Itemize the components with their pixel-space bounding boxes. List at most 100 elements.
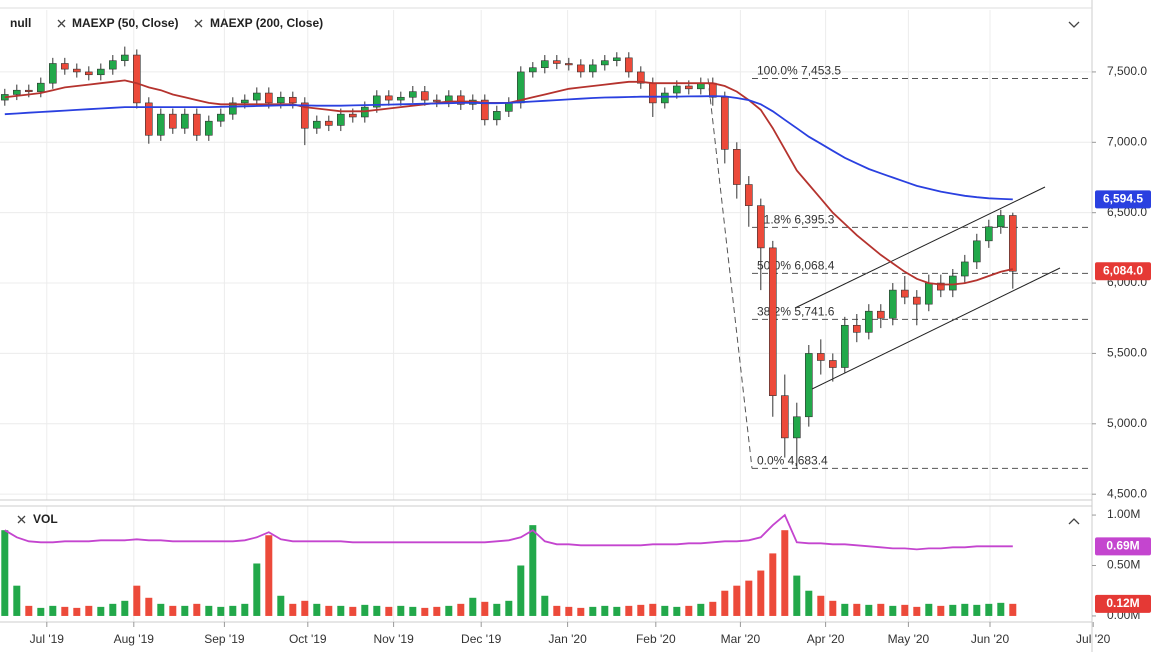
- volume-bar: [253, 563, 261, 616]
- volume-bar: [433, 606, 441, 616]
- close-icon[interactable]: [17, 515, 26, 524]
- y-tick-label: 7,500.0: [1107, 64, 1147, 78]
- volume-bar: [937, 605, 945, 616]
- candle-body: [241, 99, 249, 104]
- volume-bar: [469, 597, 477, 616]
- volume-bar: [841, 603, 849, 616]
- volume-bar: [781, 530, 789, 616]
- volume-bar: [505, 600, 513, 616]
- x-tick-label: May '20: [888, 632, 930, 646]
- volume-bar: [73, 607, 81, 616]
- volume-bar: [553, 605, 561, 616]
- candle-body: [840, 324, 849, 368]
- volume-bar: [133, 585, 141, 616]
- candle-body: [780, 395, 789, 439]
- volume-bar: [193, 603, 201, 616]
- candle-body: [960, 261, 969, 277]
- volume-bar: [709, 601, 717, 616]
- volume-bar: [565, 606, 573, 616]
- x-tick-label: Jul '20: [1076, 632, 1111, 646]
- candle-body: [912, 296, 921, 305]
- candle-body: [576, 64, 585, 73]
- x-tick-label: Jul '19: [30, 632, 65, 646]
- volume-bar: [793, 575, 801, 616]
- volume-average-line: [4, 513, 1013, 551]
- volume-bar: [997, 602, 1005, 616]
- volume-bar: [697, 603, 705, 616]
- volume-bar: [757, 570, 765, 616]
- candle-body: [456, 95, 465, 105]
- candle-body: [792, 416, 801, 439]
- candle-body: [1008, 215, 1017, 272]
- volume-bar: [745, 580, 753, 616]
- candle-body: [85, 71, 93, 76]
- price-tag: [1095, 190, 1151, 209]
- candle-body: [372, 95, 381, 108]
- candle-body: [157, 113, 165, 136]
- volume-bar: [805, 590, 813, 616]
- price-tag-label: 6,084.0: [1103, 263, 1143, 277]
- volume-bar: [205, 605, 213, 616]
- volume-bar: [925, 603, 933, 616]
- volume-bar: [1009, 603, 1017, 616]
- candle-body: [828, 360, 837, 368]
- candle-body: [816, 353, 825, 361]
- candle-body: [564, 63, 573, 66]
- candle-body: [121, 54, 129, 61]
- fib-diagonal: [707, 78, 753, 469]
- candle-body: [528, 67, 537, 73]
- volume-bar: [541, 595, 549, 616]
- collapse-icon[interactable]: [1068, 518, 1080, 525]
- y-tick-label: 5,000.0: [1107, 416, 1147, 430]
- volume-bar: [637, 604, 645, 616]
- x-tick-label: Dec '19: [461, 632, 502, 646]
- candle-body: [540, 60, 549, 69]
- candle-body: [276, 96, 285, 104]
- volume-bar: [529, 525, 537, 616]
- value-tag-label: 0.69M: [1106, 539, 1139, 553]
- candle-body: [253, 92, 261, 101]
- close-icon[interactable]: [57, 19, 66, 28]
- volume-bar: [517, 565, 525, 616]
- volume-bar: [157, 603, 165, 616]
- candle-body: [384, 95, 393, 101]
- candle-body: [756, 205, 765, 249]
- volume-bar: [733, 585, 741, 616]
- volume-bar: [109, 603, 117, 616]
- candle-body: [984, 226, 993, 242]
- candle-body: [145, 102, 153, 136]
- volume-bar: [49, 605, 57, 616]
- volume-bar: [241, 603, 249, 616]
- fib-label: 61.8% 6,395.3: [757, 213, 835, 227]
- volume-bar: [121, 600, 129, 616]
- candle-body: [169, 113, 177, 129]
- volume-bar: [961, 603, 969, 616]
- volume-bar: [301, 600, 309, 616]
- candle-body: [552, 60, 561, 64]
- candle-body: [624, 57, 633, 73]
- candle-body: [264, 92, 273, 104]
- candle-body: [516, 71, 525, 104]
- volume-bar: [649, 603, 657, 616]
- volume-bar: [325, 605, 333, 616]
- close-icon[interactable]: [194, 19, 203, 28]
- candle-body: [324, 120, 333, 126]
- volume-bar: [577, 607, 585, 616]
- volume-bar: [229, 605, 237, 616]
- candle-body: [492, 111, 501, 121]
- x-tick-label: Feb '20: [636, 632, 676, 646]
- fib-label: 0.0% 4,683.4: [757, 454, 828, 468]
- candle-body: [588, 64, 597, 73]
- x-tick-label: Nov '19: [373, 632, 414, 646]
- candle-body: [948, 275, 957, 291]
- volume-bar: [973, 604, 981, 616]
- candle-body: [24, 89, 33, 92]
- volume-bar: [913, 606, 921, 616]
- candle-body: [288, 96, 297, 104]
- candle-body: [900, 289, 909, 298]
- volume-bar: [25, 605, 33, 616]
- collapse-icon[interactable]: [1068, 21, 1080, 28]
- y-tick-label: 1.00M: [1107, 507, 1140, 521]
- volume-bar: [13, 585, 21, 616]
